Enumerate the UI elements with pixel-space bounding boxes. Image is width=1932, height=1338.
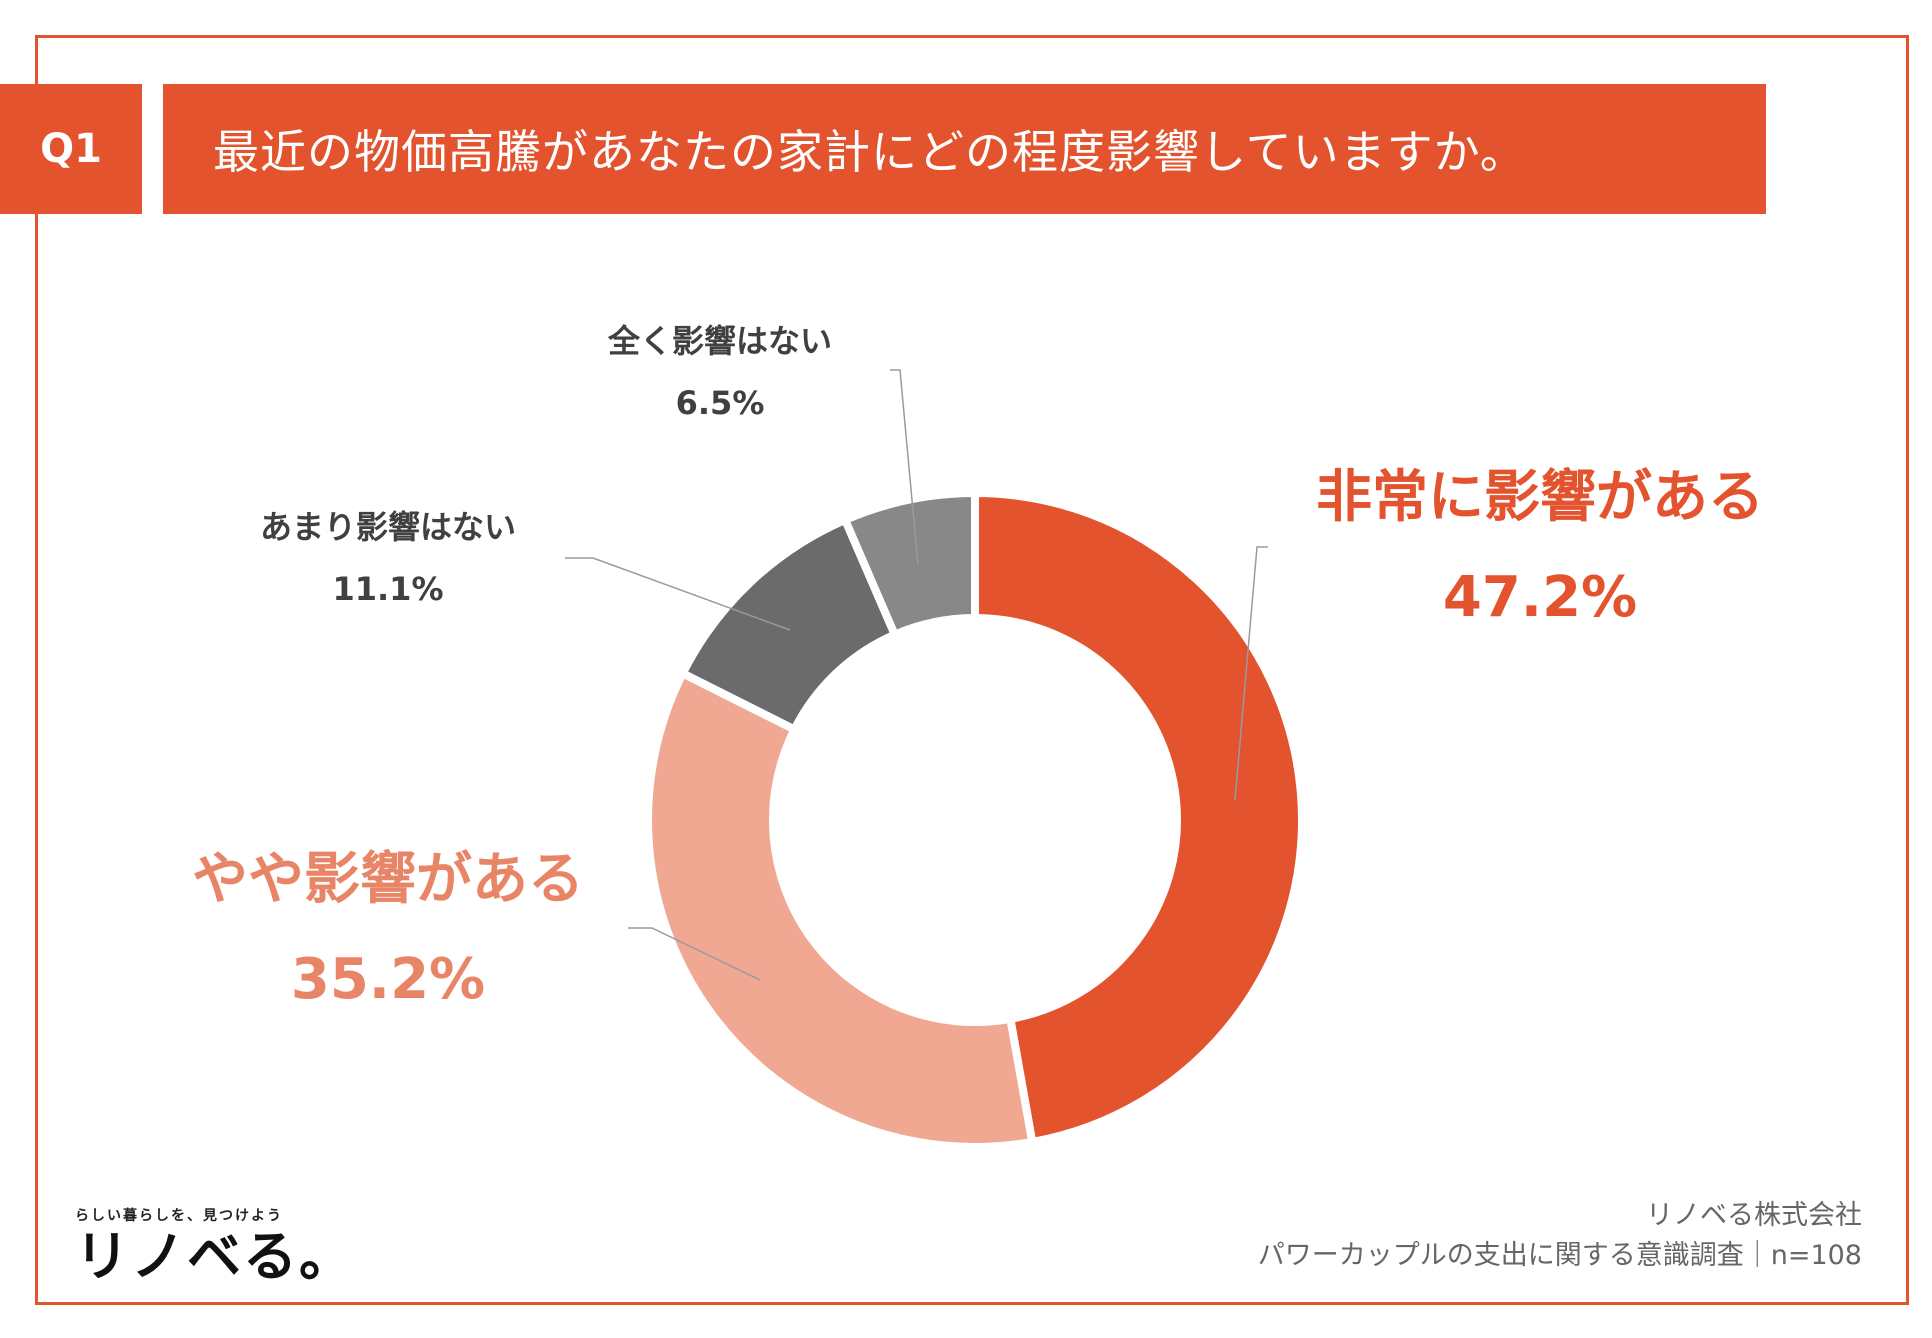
slice-label-3: 全く影響はない 6.5% [570,310,870,434]
footer-survey: パワーカップルの支出に関する意識調査｜n=108 [1257,1240,1862,1271]
slice-label-0: 非常に影響がある 47.2% [1290,448,1790,648]
footer-company: リノベる株式会社 [1646,1200,1862,1231]
slice-name-0: 非常に影響がある [1316,465,1764,530]
leader-line-slice-1 [628,927,761,981]
question-badge: Q1 [0,84,142,214]
slice-value-0: 47.2% [1442,565,1638,630]
footer: リノベる株式会社 パワーカップルの支出に関する意識調査｜n=108 [1258,1196,1862,1276]
question-title: 最近の物価高騰があなたの家計にどの程度影響していますか。 [163,84,1766,214]
slice-value-3: 6.5% [675,384,765,422]
slice-name-3: 全く影響はない [607,322,832,360]
slice-name-2: あまり影響はない [259,508,516,546]
logo-tagline: らしい暮らしを、見つけよう [75,1208,283,1224]
company-logo: らしい暮らしを、見つけよう リノベる。 [75,1205,355,1289]
donut-slice-0 [971,489,1306,1146]
slice-name-1: やや影響がある [192,847,584,912]
donut-slice-3 [841,489,979,639]
donut-slice-1 [644,669,1037,1151]
leader-line-slice-2 [565,557,791,631]
slice-label-2: あまり影響はない 11.1% [228,496,548,620]
slide-frame [35,35,1909,1305]
leader-line-slice-3 [890,369,919,566]
slice-value-1: 35.2% [290,947,486,1012]
logo-name: リノベる。 [75,1225,355,1288]
leader-line-slice-0 [1234,546,1268,801]
slice-value-2: 11.1% [332,570,444,608]
slice-label-1: やや影響がある 35.2% [148,830,628,1030]
